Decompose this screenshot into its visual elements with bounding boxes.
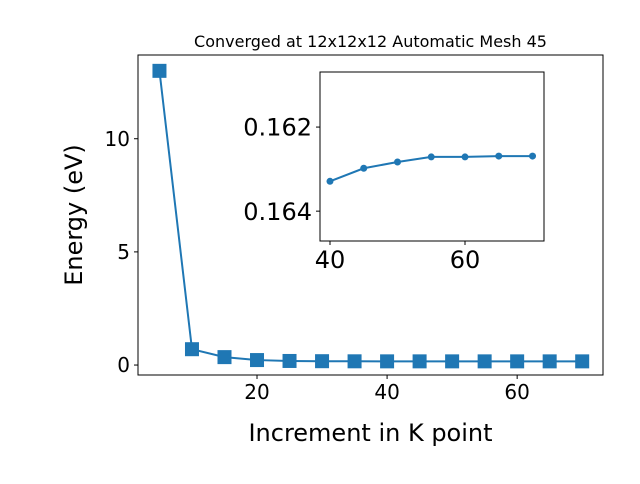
marker [510, 354, 525, 369]
marker [394, 158, 402, 166]
x-tick-label: 20 [244, 380, 269, 404]
x-axis-label: Increment in K point [248, 419, 492, 447]
y-tick-label: 0 [117, 353, 130, 377]
marker [250, 353, 265, 368]
marker [412, 354, 427, 369]
x-tick-label: 60 [450, 246, 481, 274]
marker [347, 354, 362, 369]
marker [542, 354, 557, 369]
y-tick-label: 5 [117, 240, 130, 264]
marker [217, 350, 232, 365]
marker [427, 153, 435, 161]
x-tick-label: 60 [504, 380, 529, 404]
marker [360, 164, 368, 172]
y-axis-label: Energy (eV) [60, 144, 88, 286]
x-tick-label: 40 [315, 246, 346, 274]
chart-title: Converged at 12x12x12 Automatic Mesh 45 [194, 32, 547, 51]
marker [575, 354, 590, 369]
marker [529, 152, 537, 160]
marker [152, 63, 167, 78]
marker [282, 353, 297, 368]
y-tick-label: 0.162 [243, 114, 312, 142]
y-tick-label: 10 [105, 127, 130, 151]
marker [477, 354, 492, 369]
marker [380, 354, 395, 369]
y-tick-label: 0.164 [243, 198, 312, 226]
marker [184, 342, 199, 357]
x-tick-label: 40 [374, 380, 399, 404]
marker [326, 177, 334, 185]
marker [315, 354, 330, 369]
marker [495, 152, 503, 160]
marker [445, 354, 460, 369]
marker [461, 153, 469, 161]
